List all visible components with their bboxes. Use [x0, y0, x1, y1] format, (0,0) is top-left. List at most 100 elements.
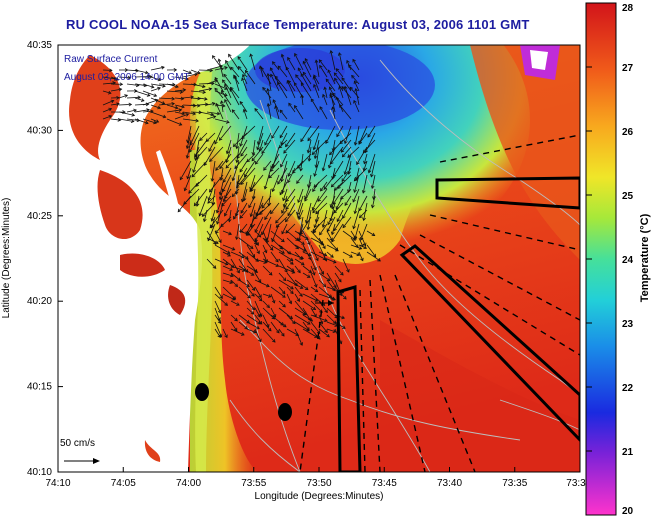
current-vector	[264, 209, 272, 220]
current-vector	[235, 174, 240, 195]
current-vector-head	[241, 77, 245, 82]
current-vector-head	[340, 272, 344, 276]
current-vector-head	[230, 273, 234, 278]
current-vector	[310, 272, 317, 288]
current-vector	[310, 230, 323, 245]
current-vector	[142, 90, 157, 97]
current-vector-head	[341, 315, 346, 320]
current-vector-head	[153, 120, 157, 125]
current-vector-head	[322, 283, 327, 288]
current-vector-head	[218, 137, 223, 141]
y-tick-label: 40:35	[27, 40, 52, 51]
current-vector-head	[335, 248, 339, 252]
current-vector	[302, 251, 312, 256]
current-vector-head	[271, 299, 276, 304]
current-vector-head	[354, 87, 358, 92]
current-vector-head	[367, 169, 372, 174]
current-vector-head	[302, 71, 307, 76]
current-vector	[246, 328, 257, 333]
current-vector-head	[314, 288, 319, 293]
current-vector	[302, 72, 312, 85]
current-vector	[294, 293, 300, 302]
current-vector-head	[281, 332, 285, 337]
current-vector	[314, 216, 320, 228]
current-vector-head	[175, 84, 179, 89]
current-vector-head	[306, 149, 311, 154]
current-vector-head	[225, 120, 230, 124]
current-vector	[166, 104, 178, 109]
current-vector	[298, 223, 304, 241]
current-vector-head	[192, 169, 196, 173]
current-vector	[264, 167, 272, 190]
current-vector-head	[182, 88, 187, 92]
current-vector	[326, 321, 338, 327]
current-vector-head	[308, 269, 312, 273]
current-vector	[270, 293, 275, 304]
current-vector	[315, 209, 320, 223]
current-vector-head	[363, 160, 367, 165]
current-vector	[354, 80, 360, 92]
current-vector	[222, 251, 231, 257]
current-vector	[294, 251, 303, 260]
current-vector-head	[331, 296, 335, 300]
current-vector-head	[319, 231, 323, 236]
current-vector	[368, 153, 376, 173]
current-vector-head	[225, 150, 230, 155]
current-vector-head	[338, 278, 342, 283]
current-vector-head	[306, 327, 310, 331]
current-vector-head	[327, 69, 331, 74]
current-vector-head	[346, 269, 350, 273]
current-vector	[206, 258, 217, 269]
current-vector-head	[296, 211, 300, 216]
current-vector-head	[202, 218, 207, 223]
current-vector-head	[171, 96, 176, 101]
current-vector	[259, 202, 272, 215]
x-tick-label: 73:45	[372, 478, 397, 489]
current-vector	[279, 125, 288, 138]
current-vector	[318, 237, 326, 249]
current-vector	[182, 118, 199, 122]
current-vector	[118, 111, 135, 116]
current-vector	[285, 195, 296, 210]
current-vector	[211, 216, 216, 228]
current-vector-head	[222, 79, 226, 84]
current-vector-head	[162, 114, 167, 119]
current-vector	[222, 286, 236, 300]
current-vector-head	[291, 320, 296, 325]
current-vector	[278, 258, 288, 273]
overlay-line1: Raw Surface Current	[64, 54, 158, 65]
current-vector	[310, 321, 321, 334]
current-vector	[304, 181, 312, 199]
current-vector	[246, 307, 255, 315]
current-vector	[270, 286, 286, 298]
x-tick-label: 73:3	[566, 478, 586, 489]
current-vector-head	[330, 254, 334, 258]
current-vector	[295, 74, 304, 85]
current-vector	[238, 230, 251, 236]
current-vector	[240, 167, 256, 185]
current-vector	[350, 251, 360, 256]
current-vector	[313, 74, 320, 85]
current-vector-head	[299, 285, 304, 289]
current-vector	[182, 111, 196, 115]
current-vector-head	[330, 183, 335, 188]
current-vector-head	[319, 106, 323, 110]
current-vector	[126, 96, 141, 99]
current-vector	[150, 83, 166, 87]
current-vector	[262, 87, 272, 99]
current-vector-head	[267, 294, 272, 298]
current-vector	[222, 272, 234, 277]
current-vector	[370, 160, 376, 177]
current-vector	[319, 65, 328, 78]
current-vector	[238, 66, 248, 78]
current-vector-head	[300, 94, 304, 98]
current-vector	[225, 60, 232, 71]
current-vector	[315, 146, 320, 168]
current-vector-head	[324, 309, 328, 314]
current-vector-head	[320, 187, 324, 192]
current-vector-head	[268, 272, 273, 276]
current-vector-head	[198, 212, 203, 217]
x-tick-label: 73:50	[306, 478, 331, 489]
current-vector	[270, 307, 276, 318]
y-tick-label: 40:10	[27, 467, 52, 478]
